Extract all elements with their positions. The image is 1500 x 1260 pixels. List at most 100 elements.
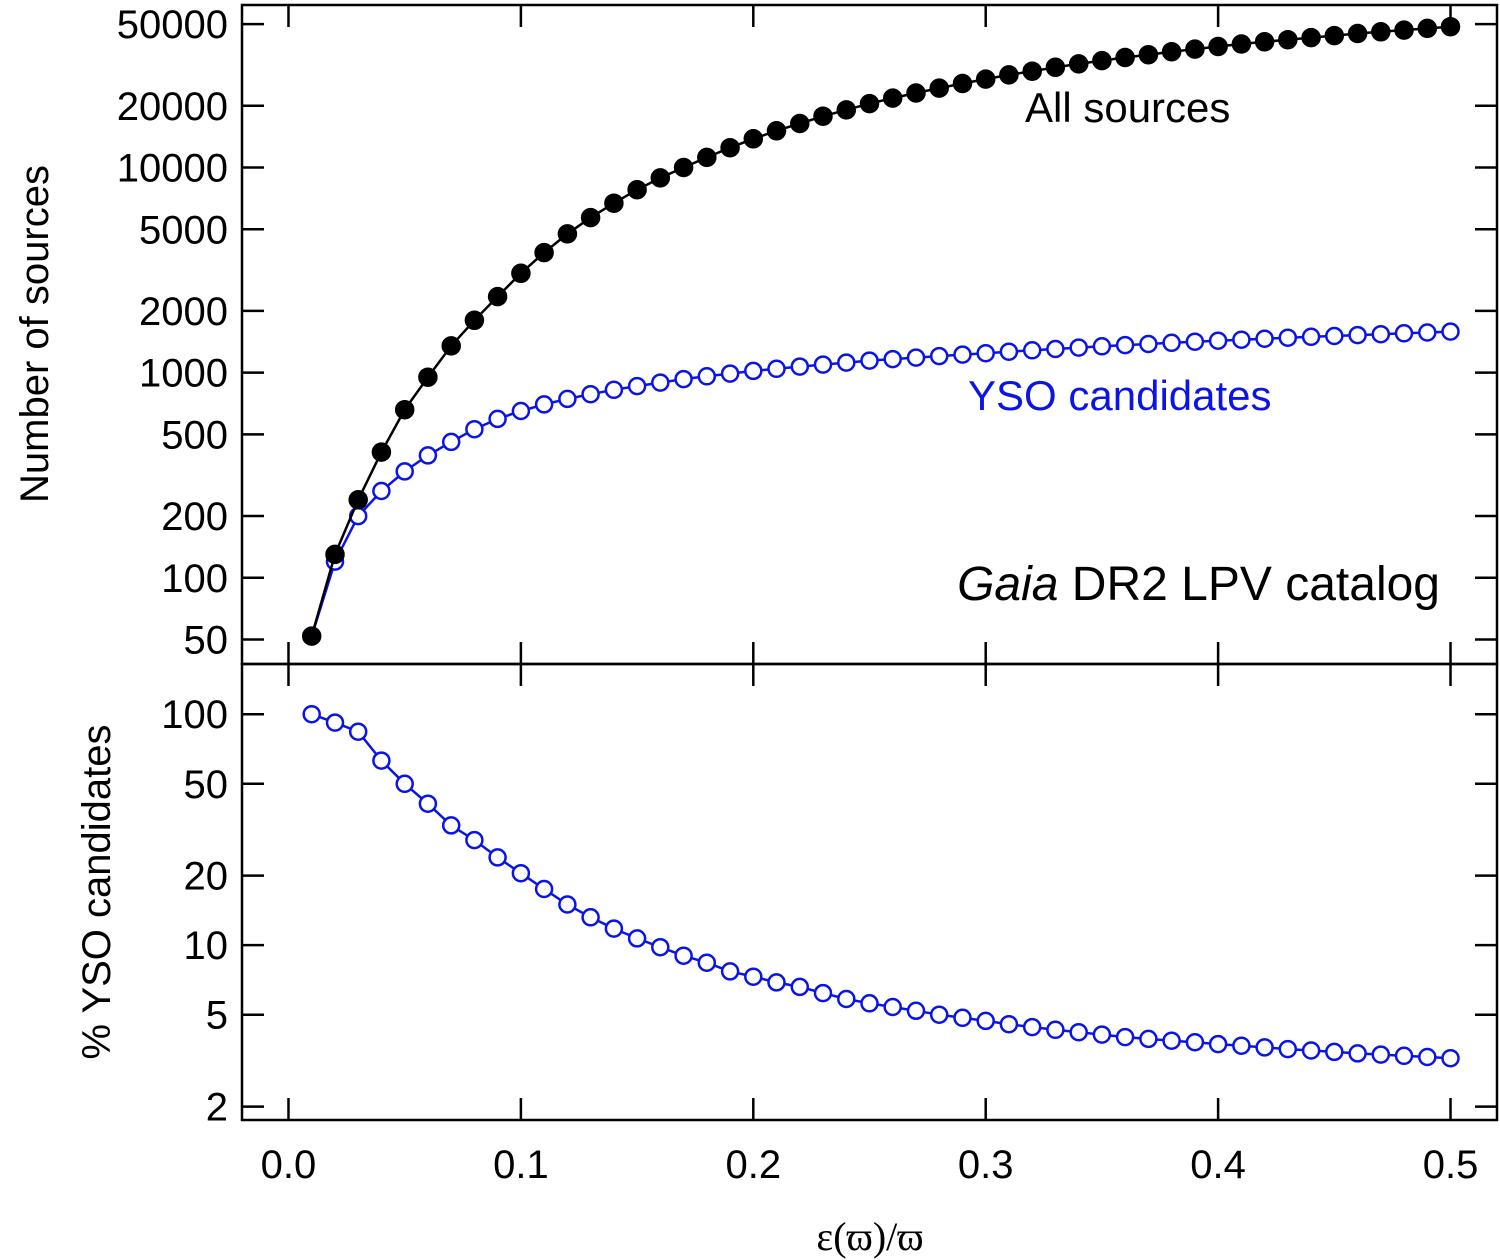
- data-point-0-1-35: [1115, 335, 1135, 355]
- data-point-0-0-38: [1185, 39, 1205, 59]
- ytick-label-1-2: 10: [184, 924, 229, 968]
- data-point-0-0-48: [1417, 18, 1438, 39]
- xtick-label-1: 0.1: [493, 1143, 549, 1187]
- data-point-0-0-41: [1254, 32, 1275, 52]
- data-point-0-0-16: [673, 157, 694, 178]
- ytick-label-0-7: 10000: [117, 147, 228, 191]
- data-point-0-1-12: [581, 384, 600, 404]
- data-point-0-1-31: [1022, 341, 1042, 360]
- data-point-0-0-15: [650, 168, 671, 188]
- ytick-label-1-1: 5: [206, 994, 228, 1038]
- ytick-label-0-9: 50000: [117, 3, 228, 47]
- bottom-ylabel: % YSO candidates: [75, 724, 119, 1059]
- data-point-1-0-33: [1069, 1022, 1088, 1042]
- data-point-0-1-49: [1441, 322, 1460, 341]
- data-point-0-0-3: [371, 442, 392, 462]
- series-label-yso-candidates: YSO candidates: [968, 372, 1272, 419]
- data-point-0-1-16: [674, 369, 693, 389]
- data-point-0-1-27: [929, 346, 949, 366]
- data-point-0-1-25: [883, 349, 902, 369]
- series-line-0-0: [310, 25, 1451, 637]
- data-point-0-1-34: [1092, 337, 1112, 356]
- data-point-0-1-40: [1232, 330, 1251, 349]
- data-point-0-1-5: [418, 446, 438, 465]
- ytick-label-0-0: 50: [184, 619, 229, 663]
- catalog-annotation-italic: Gaia: [957, 558, 1058, 611]
- data-point-1-0-40: [1232, 1036, 1251, 1055]
- data-point-0-1-13: [604, 380, 624, 400]
- data-point-1-0-34: [1092, 1025, 1112, 1044]
- data-point-0-1-15: [651, 373, 670, 392]
- data-point-0-1-30: [999, 342, 1019, 361]
- xtick-label-0: 0.0: [261, 1143, 317, 1187]
- xtick-label-2: 0.2: [725, 1143, 781, 1187]
- ytick-label-0-8: 20000: [117, 85, 228, 129]
- ytick-label-1-0: 2: [206, 1086, 228, 1130]
- data-point-0-0-20: [766, 121, 787, 141]
- data-point-0-1-47: [1394, 324, 1414, 343]
- data-point-1-0-4: [395, 774, 414, 794]
- xtick-label-4: 0.4: [1190, 1143, 1246, 1187]
- data-point-1-0-7: [465, 830, 484, 850]
- data-point-1-0-39: [1208, 1034, 1228, 1054]
- data-point-0-0-1: [325, 544, 345, 565]
- data-point-1-0-43: [1301, 1041, 1321, 1060]
- data-point-0-1-9: [511, 401, 531, 421]
- data-point-0-1-10: [534, 395, 554, 414]
- ytick-label-1-5: 100: [161, 693, 228, 737]
- data-point-1-0-9: [511, 863, 531, 883]
- data-point-0-1-7: [465, 419, 484, 439]
- data-point-0-1-41: [1255, 329, 1274, 348]
- data-point-0-0-35: [1115, 47, 1135, 68]
- data-point-0-1-21: [790, 357, 810, 376]
- data-point-1-0-38: [1185, 1032, 1205, 1052]
- data-point-0-0-4: [394, 399, 415, 420]
- data-point-1-0-14: [627, 929, 647, 948]
- data-point-0-0-18: [720, 137, 740, 158]
- data-point-1-0-29: [976, 1011, 995, 1031]
- data-point-0-0-8: [487, 286, 508, 307]
- data-point-0-0-31: [1022, 61, 1042, 81]
- data-point-1-0-27: [929, 1005, 949, 1024]
- data-point-0-0-21: [790, 113, 810, 134]
- data-point-0-0-33: [1068, 54, 1089, 74]
- data-point-1-0-3: [372, 751, 391, 770]
- ytick-label-0-2: 200: [161, 495, 228, 539]
- data-point-0-1-46: [1371, 324, 1391, 344]
- data-point-1-0-36: [1139, 1029, 1158, 1049]
- data-point-0-0-43: [1301, 27, 1321, 48]
- data-point-1-0-16: [674, 946, 693, 965]
- top-ylabel: Number of sources: [13, 165, 57, 503]
- xtick-label-5: 0.5: [1423, 1143, 1479, 1187]
- data-point-1-0-47: [1394, 1046, 1414, 1066]
- data-point-1-0-49: [1441, 1048, 1460, 1068]
- data-point-0-0-25: [882, 88, 903, 108]
- data-point-0-1-48: [1418, 323, 1437, 342]
- data-point-1-0-44: [1325, 1042, 1344, 1062]
- data-point-1-0-45: [1348, 1044, 1367, 1063]
- data-point-0-0-49: [1440, 16, 1461, 37]
- data-point-0-1-23: [837, 353, 856, 372]
- data-point-0-0-2: [348, 490, 368, 510]
- data-point-0-1-37: [1162, 333, 1181, 353]
- ytick-label-0-6: 5000: [139, 208, 228, 252]
- series-line-1-0: [311, 713, 1451, 1060]
- data-point-0-0-32: [1045, 57, 1066, 78]
- data-point-0-0-7: [464, 310, 485, 331]
- data-point-1-0-35: [1115, 1027, 1135, 1047]
- data-point-0-1-42: [1278, 328, 1298, 347]
- data-point-1-0-17: [697, 953, 717, 972]
- data-point-0-1-38: [1185, 332, 1205, 351]
- data-point-0-1-36: [1139, 334, 1158, 354]
- data-point-1-0-18: [720, 962, 740, 981]
- ytick-label-0-4: 1000: [139, 352, 228, 396]
- data-point-0-0-26: [906, 83, 926, 103]
- data-point-1-0-46: [1371, 1045, 1391, 1064]
- data-point-0-1-28: [953, 345, 972, 364]
- data-point-0-0-39: [1208, 36, 1228, 57]
- data-point-0-0-6: [441, 336, 461, 356]
- data-point-0-1-19: [744, 361, 763, 381]
- data-point-1-0-26: [906, 1001, 926, 1021]
- data-point-0-0-22: [813, 106, 833, 126]
- data-point-1-0-11: [558, 895, 577, 914]
